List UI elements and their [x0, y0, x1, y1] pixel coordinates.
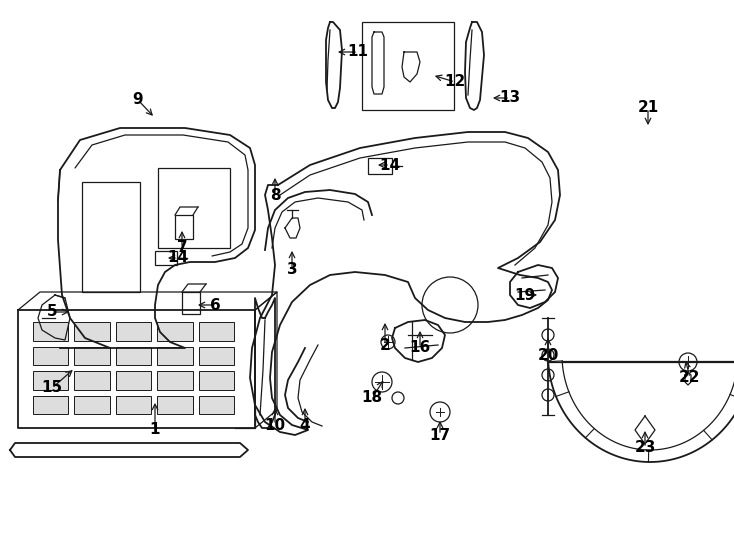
Text: 11: 11 — [347, 44, 368, 59]
Text: 12: 12 — [444, 75, 465, 90]
Text: 10: 10 — [264, 417, 286, 433]
Bar — [74, 395, 110, 414]
FancyBboxPatch shape — [175, 215, 193, 239]
Text: 3: 3 — [287, 262, 297, 278]
Bar — [368, 158, 392, 174]
Text: 9: 9 — [133, 92, 143, 107]
Text: 7: 7 — [177, 240, 187, 255]
Text: 4: 4 — [299, 417, 310, 433]
Bar — [199, 347, 234, 365]
Bar — [157, 371, 192, 389]
Bar — [116, 322, 151, 341]
Text: 19: 19 — [515, 287, 536, 302]
Bar — [82, 182, 140, 292]
Bar — [158, 168, 230, 248]
Bar — [74, 322, 110, 341]
Bar — [33, 371, 68, 389]
Text: 22: 22 — [679, 370, 701, 386]
Bar — [362, 22, 454, 110]
Text: 17: 17 — [429, 428, 451, 442]
Text: 14: 14 — [167, 251, 189, 266]
Text: 2: 2 — [379, 338, 390, 353]
Text: 5: 5 — [47, 305, 57, 320]
Bar — [74, 371, 110, 389]
Text: 8: 8 — [269, 187, 280, 202]
Bar — [116, 395, 151, 414]
Bar — [33, 322, 68, 341]
Bar — [157, 395, 192, 414]
Bar — [155, 251, 177, 265]
Text: 20: 20 — [537, 348, 559, 362]
Text: 13: 13 — [499, 91, 520, 105]
Text: 15: 15 — [41, 381, 62, 395]
Bar — [116, 347, 151, 365]
Bar — [199, 322, 234, 341]
Bar — [33, 395, 68, 414]
Text: 21: 21 — [637, 100, 658, 116]
FancyBboxPatch shape — [182, 292, 200, 314]
Text: 16: 16 — [410, 341, 431, 355]
Text: 1: 1 — [150, 422, 160, 437]
Text: 23: 23 — [634, 441, 655, 456]
Text: 6: 6 — [210, 298, 220, 313]
Bar — [116, 371, 151, 389]
Bar — [157, 322, 192, 341]
Bar — [199, 395, 234, 414]
Text: 18: 18 — [361, 390, 382, 406]
Bar — [157, 347, 192, 365]
Bar — [199, 371, 234, 389]
Bar — [74, 347, 110, 365]
Text: 14: 14 — [379, 158, 401, 172]
Bar — [33, 347, 68, 365]
